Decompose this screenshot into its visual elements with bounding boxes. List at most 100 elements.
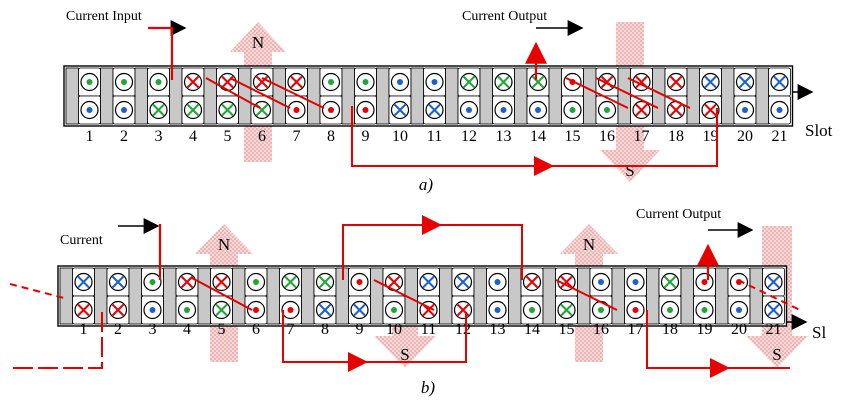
pole-s1-label-b: S: [400, 345, 409, 364]
panel-b-conductor-bottom-14: [520, 295, 544, 325]
panel-b-conductor-top-15: [555, 267, 578, 297]
panel-a-conductor-bottom-1: [78, 95, 101, 125]
panel-b-conductor-top-18: [658, 267, 682, 297]
panel-b-conductor-bottom-2: [106, 295, 130, 325]
panel-a-slot-number: 12: [461, 128, 477, 145]
caption-a: a): [419, 175, 434, 194]
panel-a-conductor-bottom-16: [595, 95, 619, 125]
panel-a-conductor-bottom-21: [768, 95, 791, 125]
panel-a-slot-number: 9: [362, 128, 370, 145]
panel-b-conductor-top-20: [727, 267, 751, 297]
panel-a-conductor-top-17: [630, 67, 653, 97]
panel-b-conductor-bottom-21: [762, 295, 785, 325]
panel-a-conductor-top-9: [354, 67, 377, 97]
panel-b-conductor-top-5: [210, 267, 233, 297]
panel-a-conductor-bottom-19: [699, 95, 722, 125]
panel-a-slot-number: 5: [224, 128, 232, 145]
caption-b: b): [421, 378, 436, 397]
panel-b-conductor-bottom-19: [693, 295, 716, 325]
panel-a-slot-number: 11: [427, 128, 442, 145]
panel-b-conductor-top-21: [762, 267, 785, 297]
panel-b-slot-number: 5: [218, 321, 226, 338]
panel-b-conductor-top-9: [348, 267, 371, 297]
panel-b-conductor-top-19: [693, 267, 716, 297]
panel-b-slot-number: 6: [252, 321, 260, 338]
panel-a-conductor-top-1: [78, 67, 101, 97]
panel-a-conductor-top-8: [319, 67, 343, 97]
panel-b-conductor-bottom-20: [727, 295, 751, 325]
panel-b-slot-number: 13: [490, 321, 506, 338]
pole-s1-arrow-b: [374, 300, 436, 368]
stator-a: [63, 65, 794, 127]
panel-b-slot-number: 19: [697, 321, 713, 338]
panel-b-conductor-bottom-16: [589, 295, 613, 325]
panel-a-slot-number: 2: [120, 128, 128, 145]
panel-a-conductor-bottom-6: [250, 95, 274, 125]
panel-b-slot-number: 16: [593, 321, 609, 338]
panel-a-conductor-top-11: [423, 67, 446, 97]
panel-b-conductor-top-16: [589, 267, 613, 297]
panel-a-conductor-bottom-14: [526, 95, 550, 125]
panel-a-conductor-top-13: [492, 67, 515, 97]
panel-b-conductor-bottom-9: [348, 295, 371, 325]
panel-b-slot-number: 18: [662, 321, 678, 338]
panel-a-conductor-top-16: [595, 67, 619, 97]
panel-a-conductor-top-4: [181, 67, 205, 97]
panel-b-conductor-top-6: [244, 267, 268, 297]
slot-numbers-a: 1 2 3 4 5 6 7 8 9 10 11 12 13 14 15 16 17 18 19 20 21: [86, 128, 788, 145]
panel-b-slot-number: 12: [455, 321, 471, 338]
panel-b-conductor-bottom-15: [555, 295, 578, 325]
panel-a-conductor-top-14: [526, 67, 550, 97]
panel-b-slot-number: 1: [80, 321, 88, 338]
panel-a-slot-number: 3: [155, 128, 163, 145]
panel-b-slot-number: 4: [183, 321, 191, 338]
panel-a-slot-number: 8: [327, 128, 335, 145]
panel-b-slot-number: 21: [766, 321, 782, 338]
panel-b-slot-number: 2: [114, 321, 122, 338]
panel-b-slot-number: 9: [356, 321, 364, 338]
panel-b-conductor-bottom-13: [486, 295, 509, 325]
pole-n2-label-b: N: [583, 235, 595, 254]
panel-b-conductor-bottom-6: [244, 295, 268, 325]
panel-b-slot-number: 7: [287, 321, 295, 338]
panel-b-slot-number: 10: [386, 321, 402, 338]
panel-b-conductor-top-1: [72, 267, 95, 297]
panel-a-conductor-bottom-4: [181, 95, 205, 125]
panel-a-conductor-bottom-10: [388, 95, 412, 125]
panel-b-slot-number: 14: [524, 321, 540, 338]
panel-b-conductor-bottom-11: [417, 295, 440, 325]
panel-a-slot-number: 18: [668, 128, 684, 145]
panel-a-conductor-top-12: [457, 67, 481, 97]
panel-a-slot-number: 6: [258, 128, 266, 145]
pole-s2-label-b: S: [772, 345, 781, 364]
panel-a-slot-number: 16: [599, 128, 615, 145]
panel-a-slot-number: 20: [737, 128, 753, 145]
panel-a-conductor-top-18: [664, 67, 688, 97]
panel-a-slot-number: 21: [772, 128, 788, 145]
panel-a-conductor-bottom-13: [492, 95, 515, 125]
panel-a-slot-number: 14: [530, 128, 546, 145]
panel-a-conductor-bottom-8: [319, 95, 343, 125]
panel-a-slot-number: 13: [496, 128, 512, 145]
slot-axis-label-a: Slot: [805, 121, 833, 140]
panel-b-conductor-bottom-10: [382, 295, 406, 325]
panel-b-conductor-bottom-4: [175, 295, 199, 325]
current-output-label-b: Current Output: [636, 207, 721, 222]
current-output-label-a: Current Output: [462, 9, 547, 24]
panel-a-conductor-top-5: [216, 67, 239, 97]
panel-b-conductor-top-17: [624, 267, 647, 297]
panel-b-slot-number: 20: [731, 321, 747, 338]
panel-a-conductor-top-3: [147, 67, 170, 97]
panel-b-conductor-bottom-5: [210, 295, 233, 325]
panel-a-conductor-bottom-2: [112, 95, 136, 125]
panel-b-conductor-top-8: [313, 267, 337, 297]
panel-b-conductor-bottom-1: [72, 295, 95, 325]
panel-a-conductor-bottom-11: [423, 95, 446, 125]
pole-s-label-a: S: [625, 161, 634, 180]
panel-a-conductor-top-21: [768, 67, 791, 97]
panel-b-conductor-bottom-17: [624, 295, 647, 325]
panel-a-conductor-bottom-5: [216, 95, 239, 125]
winding-wires-a: [148, 26, 718, 176]
